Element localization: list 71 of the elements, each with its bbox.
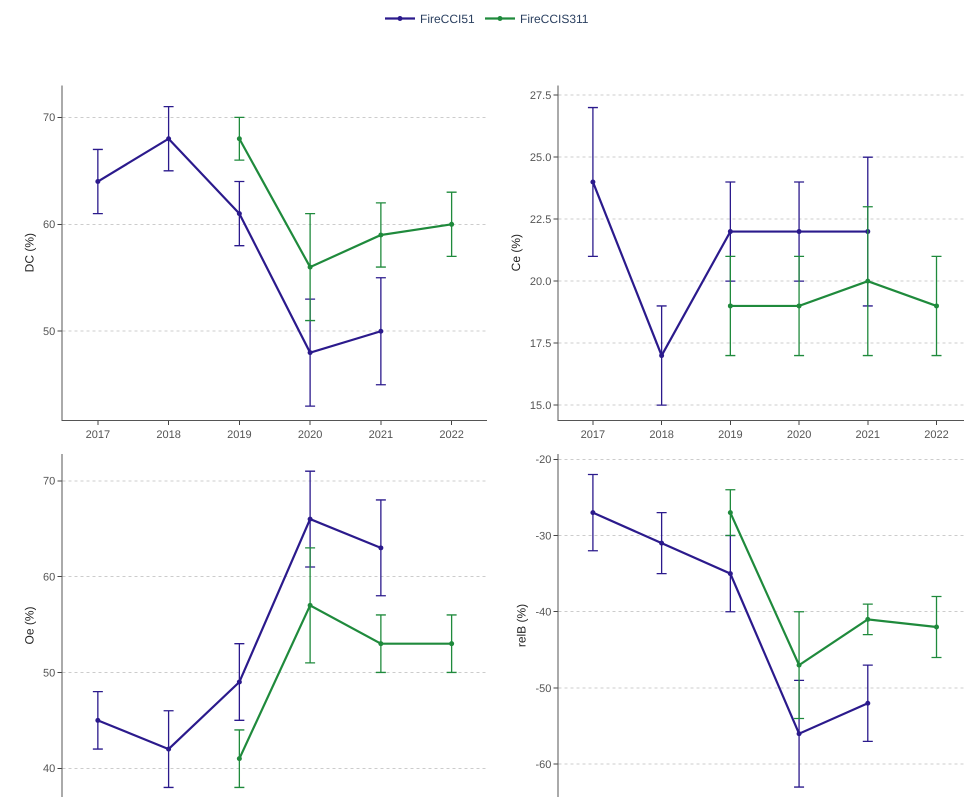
x-tick-label: 2022 bbox=[924, 429, 949, 442]
y-tick-label: 70 bbox=[43, 476, 56, 488]
y-tick-label: -30 bbox=[535, 530, 552, 542]
y-tick-label: -40 bbox=[535, 606, 552, 619]
x-tick-label: 2019 bbox=[227, 429, 252, 442]
x-tick-label: 2019 bbox=[718, 429, 743, 442]
y-tick-label: -60 bbox=[535, 759, 552, 772]
point bbox=[796, 303, 802, 308]
point bbox=[590, 179, 596, 184]
point bbox=[95, 179, 100, 184]
point bbox=[934, 624, 940, 630]
y-tick-label: 40 bbox=[43, 763, 56, 776]
y-tick-label: 60 bbox=[43, 219, 56, 232]
y-tick-label: -20 bbox=[535, 454, 552, 466]
x-tick-label: 2021 bbox=[368, 429, 394, 442]
y-tick-label: 15.0 bbox=[530, 400, 552, 412]
legend-label: FireCCIS311 bbox=[520, 12, 589, 26]
y-tick-label: 60 bbox=[43, 571, 56, 584]
y-axis-title: Ce (%) bbox=[509, 234, 524, 272]
x-tick-label: 2018 bbox=[649, 429, 674, 442]
y-tick-label: 20.0 bbox=[530, 276, 552, 288]
point bbox=[659, 540, 664, 546]
x-tick-label: 2018 bbox=[156, 429, 181, 442]
point bbox=[236, 211, 242, 216]
point bbox=[934, 303, 940, 308]
point bbox=[308, 350, 313, 356]
point bbox=[378, 232, 384, 238]
point bbox=[796, 662, 802, 668]
point bbox=[590, 510, 596, 516]
point bbox=[378, 328, 384, 334]
x-tick-label: 2022 bbox=[439, 429, 464, 442]
point bbox=[308, 264, 313, 270]
point bbox=[796, 229, 802, 234]
point bbox=[449, 641, 454, 646]
point bbox=[659, 353, 664, 358]
point bbox=[378, 641, 384, 646]
y-tick-label: 70 bbox=[43, 112, 56, 124]
y-tick-label: 25.0 bbox=[530, 152, 552, 164]
x-tick-label: 2017 bbox=[86, 429, 110, 442]
y-tick-label: 27.5 bbox=[530, 90, 552, 102]
y-tick-label: 50 bbox=[43, 667, 56, 680]
point bbox=[236, 756, 242, 762]
point bbox=[728, 303, 733, 308]
point bbox=[95, 718, 100, 723]
x-tick-label: 2021 bbox=[856, 429, 880, 442]
point bbox=[796, 731, 802, 736]
point bbox=[865, 616, 870, 622]
point bbox=[728, 571, 733, 576]
y-tick-label: -50 bbox=[535, 682, 552, 695]
y-tick-label: 17.5 bbox=[530, 338, 552, 350]
point bbox=[378, 545, 384, 550]
y-tick-label: 50 bbox=[43, 326, 56, 338]
y-axis-title: relB (%) bbox=[514, 604, 529, 648]
point bbox=[728, 229, 733, 234]
point bbox=[865, 278, 870, 284]
point bbox=[308, 602, 313, 608]
y-axis-title: Oe (%) bbox=[22, 606, 36, 644]
x-tick-label: 2020 bbox=[298, 429, 322, 442]
point bbox=[728, 510, 733, 516]
point bbox=[166, 136, 172, 142]
point bbox=[236, 136, 242, 142]
x-tick-label: 2020 bbox=[786, 429, 812, 442]
point bbox=[166, 746, 172, 752]
legend-label: FireCCI51 bbox=[420, 12, 476, 26]
point bbox=[449, 222, 454, 227]
point bbox=[308, 516, 313, 522]
point bbox=[236, 680, 242, 685]
point bbox=[865, 700, 870, 706]
y-tick-label: 22.5 bbox=[530, 214, 552, 226]
y-axis-title: DC (%) bbox=[22, 232, 36, 272]
x-tick-label: 2017 bbox=[580, 429, 606, 442]
